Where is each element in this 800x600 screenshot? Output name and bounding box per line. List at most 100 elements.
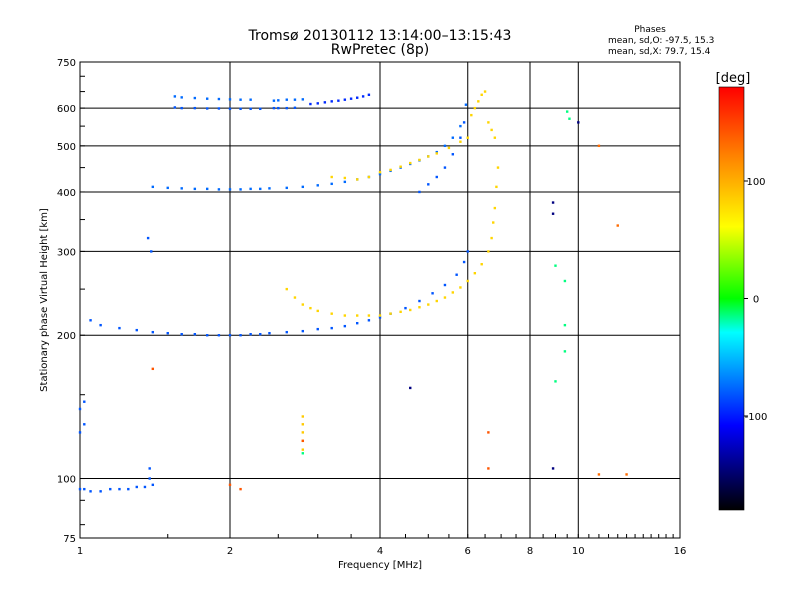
data-point: [323, 101, 327, 104]
chart-title: Tromsø 20130112 13:14:00–13:15:43: [248, 28, 512, 44]
data-point: [150, 250, 153, 253]
data-point: [447, 146, 451, 150]
data-point: [83, 487, 86, 491]
data-point: [259, 107, 262, 111]
data-point: [330, 100, 333, 103]
data-point: [217, 334, 221, 337]
data-point: [477, 100, 480, 103]
data-point: [487, 467, 490, 470]
data-point: [301, 423, 305, 426]
data-point: [473, 106, 477, 110]
y-tick-label: 750: [57, 58, 76, 69]
y-axis: 75 100 200 300 400 500 600 750: [57, 58, 85, 545]
data-point: [118, 326, 121, 330]
data-point: [316, 327, 319, 331]
data-point: [180, 106, 183, 110]
data-point: [343, 176, 347, 180]
data-point: [480, 93, 483, 96]
data-point: [563, 279, 567, 283]
data-point: [217, 188, 221, 191]
data-point: [127, 487, 130, 491]
data-point: [151, 185, 155, 189]
data-point: [378, 316, 382, 319]
data-point: [427, 183, 430, 186]
data-point: [301, 329, 305, 333]
data-point: [409, 386, 412, 390]
data-point: [309, 102, 312, 106]
data-point: [89, 490, 92, 493]
data-point: [316, 184, 319, 187]
data-point: [443, 166, 447, 169]
data-point: [462, 121, 466, 124]
data-point: [493, 206, 497, 210]
data-point: [180, 333, 183, 336]
x-tick-label: 16: [674, 546, 687, 557]
data-point: [418, 190, 421, 194]
data-point: [180, 187, 183, 190]
data-point: [301, 439, 305, 443]
data-point: [316, 102, 319, 105]
data-point: [459, 286, 462, 289]
data-point: [367, 314, 371, 317]
data-point: [301, 98, 305, 101]
data-point: [78, 487, 82, 491]
data-point: [277, 106, 280, 110]
data-point: [151, 330, 155, 334]
y-tick-label: 600: [57, 104, 76, 115]
data-point: [205, 187, 209, 191]
data-point: [466, 279, 469, 283]
data-point: [435, 175, 438, 179]
data-point: [451, 291, 455, 294]
data-point: [464, 103, 468, 106]
data-point: [173, 95, 177, 98]
data-point: [355, 314, 359, 317]
data-point: [343, 180, 347, 184]
data-point: [205, 334, 209, 337]
data-point: [418, 299, 421, 303]
data-point: [493, 136, 497, 139]
x-tick-label: 10: [572, 546, 585, 557]
data-point: [293, 98, 297, 101]
data-point: [487, 121, 490, 124]
data-point: [228, 107, 232, 111]
x-tick-label: 2: [227, 546, 233, 557]
data-point: [249, 333, 252, 336]
data-point: [459, 140, 462, 143]
data-point: [451, 136, 455, 139]
data-point: [78, 407, 82, 411]
data-point: [443, 296, 447, 299]
data-point: [148, 467, 151, 470]
data-point: [399, 310, 402, 314]
data-point: [443, 144, 447, 148]
data-point: [495, 185, 498, 189]
data-point: [343, 314, 347, 317]
data-point: [597, 144, 601, 148]
data-point: [239, 487, 242, 491]
y-axis-label: Stationary phase Virtual Height [km]: [39, 208, 50, 392]
data-point: [551, 212, 555, 215]
data-point: [349, 97, 353, 100]
data-point: [143, 485, 147, 489]
data-point: [228, 334, 232, 337]
data-point: [435, 152, 438, 155]
data-point: [151, 483, 155, 487]
data-point: [404, 306, 407, 310]
data-point: [293, 106, 297, 109]
data-point: [443, 283, 447, 287]
data-point: [217, 107, 221, 110]
data-point: [473, 272, 477, 275]
data-point: [259, 187, 262, 191]
data-point: [565, 110, 569, 113]
data-point: [148, 477, 151, 480]
data-point: [99, 490, 102, 493]
data-point: [343, 324, 347, 328]
data-point: [301, 303, 305, 306]
data-point: [146, 236, 150, 240]
data-point: [480, 263, 483, 266]
data-point: [355, 178, 359, 181]
data-point: [268, 331, 271, 335]
chart-subtitle: RwPretec (8p): [331, 42, 429, 58]
data-point: [435, 299, 438, 303]
data-point: [418, 306, 421, 309]
data-point: [309, 306, 312, 310]
